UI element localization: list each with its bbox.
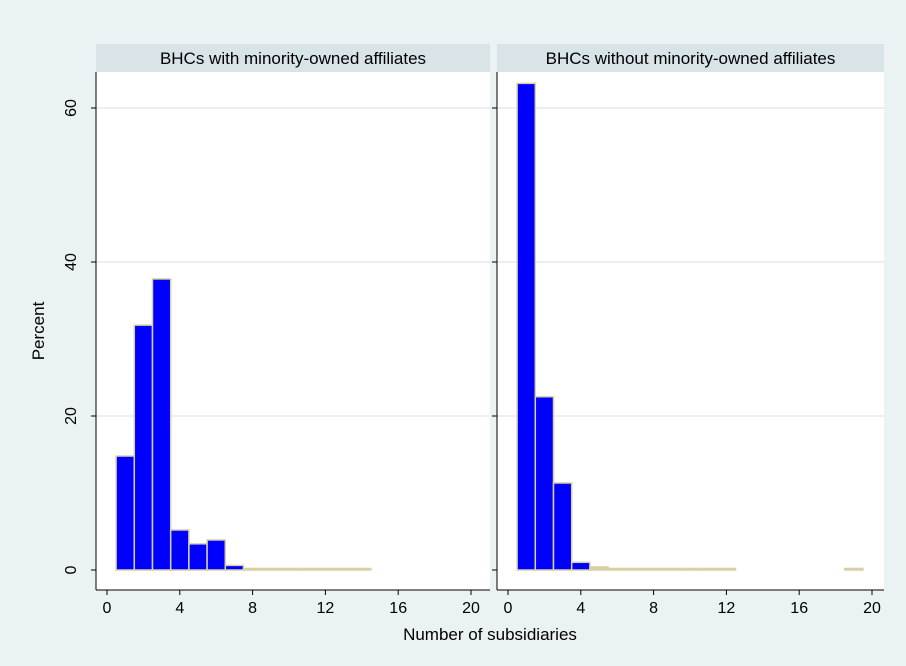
y-tick-label: 60 [63, 99, 80, 117]
panel-1-title: BHCs with minority-owned affiliates [160, 49, 426, 68]
panel-2-bar [589, 566, 609, 571]
panel-2-x-tick-label: 12 [718, 600, 736, 617]
panel-2-x-tick-label: 0 [504, 600, 513, 617]
panel-2-header [497, 44, 884, 72]
panel-2-bar [570, 561, 591, 571]
panel-2-x-tick-label: 4 [576, 600, 585, 617]
panel-1-bar [333, 567, 354, 571]
panel-2-bar [534, 396, 555, 571]
panel-2-x-tick-label: 20 [863, 600, 881, 617]
panel-2-bar [607, 567, 628, 571]
panel-2-bar [516, 82, 537, 571]
panel-2-bar [680, 567, 700, 571]
panel-2-bar [843, 567, 864, 571]
panel-2-bar [552, 482, 573, 571]
panel-1-x-tick-label: 20 [462, 600, 480, 617]
panel-1-bar [260, 567, 281, 571]
panel-2-x-tick-label: 8 [649, 600, 658, 617]
x-axis-title: Number of subsidiaries [403, 625, 577, 644]
panel-1-header [96, 44, 490, 72]
panel-2-title: BHCs without minority-owned affiliates [546, 49, 836, 68]
panel-2-bar [698, 567, 719, 571]
panel-1-bar [169, 529, 190, 571]
y-axis-title: Percent [29, 301, 48, 360]
panel-1-bar [297, 567, 318, 571]
y-tick-label: 40 [63, 253, 80, 271]
panel-2-bar [625, 567, 646, 571]
panel-1-bar [242, 567, 263, 571]
panel-1-bar [224, 564, 245, 571]
panel-2-bar [661, 567, 682, 571]
panel-2-bar [716, 567, 737, 571]
panel-1-bar [151, 278, 172, 571]
panel-1-bar [206, 539, 227, 571]
panel-1-x-tick-label: 16 [389, 600, 407, 617]
panel-1-bar [188, 543, 208, 571]
panel-1-x-tick-label: 4 [175, 600, 184, 617]
y-tick-label: 20 [63, 407, 80, 425]
panel-1-x-tick-label: 0 [103, 600, 112, 617]
panel-1-x-tick-label: 12 [317, 600, 335, 617]
y-tick-label: 0 [63, 565, 80, 574]
panel-2-bar [643, 567, 664, 571]
panel-1-x-tick-label: 8 [248, 600, 257, 617]
panel-1-bar [315, 567, 336, 571]
panel-1-bar [133, 324, 154, 571]
panel-1-bar [351, 567, 372, 571]
panel-1-bar [279, 567, 299, 571]
panel-2-x-tick-label: 16 [790, 600, 808, 617]
panel-1-bar [115, 455, 136, 571]
